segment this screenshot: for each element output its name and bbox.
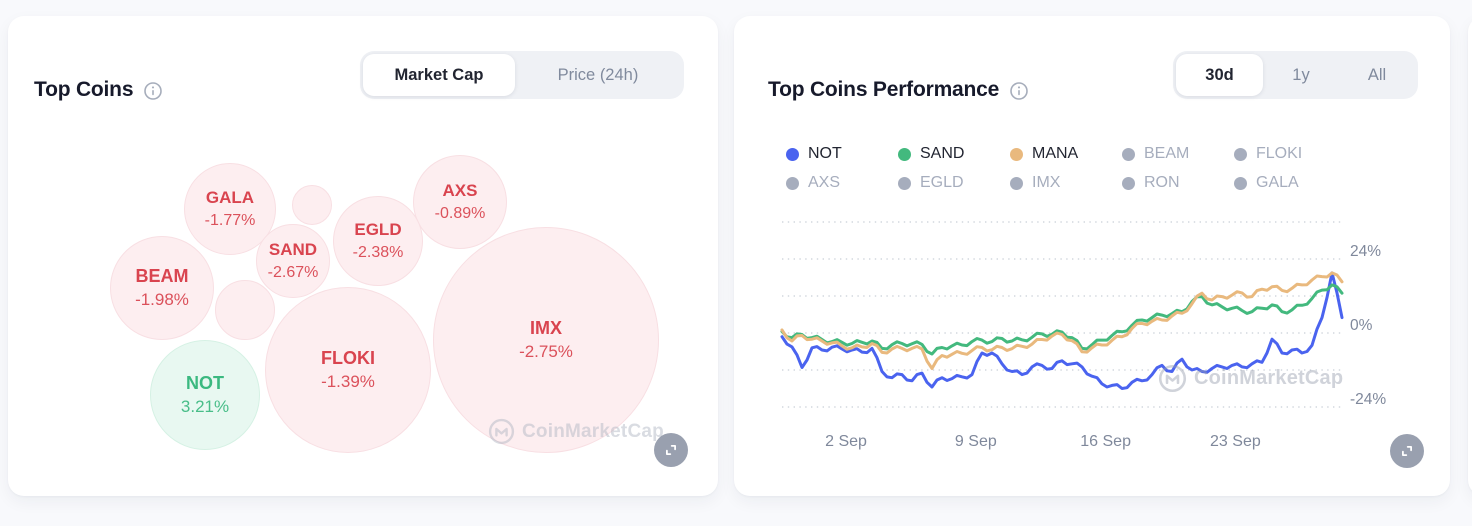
performance-header: Top Coins Performance (768, 78, 1029, 102)
legend-label: EGLD (920, 174, 964, 191)
x-tick-16-Sep: 16 Sep (1080, 433, 1131, 450)
legend-item-FLOKI[interactable]: FLOKI (1234, 143, 1346, 165)
bubble-EGLD[interactable]: EGLD -2.38% (333, 196, 423, 286)
axs-legend-dot (786, 176, 799, 190)
bubble-IMX[interactable]: IMX -2.75% (433, 227, 659, 453)
bubble-AXS[interactable]: AXS -0.89% (413, 155, 507, 249)
floki-legend-dot (1234, 147, 1247, 161)
bubble-change-pct: -2.75% (519, 341, 573, 361)
bubble-FLOKI[interactable]: FLOKI -1.39% (265, 287, 431, 453)
top-coins-performance-card: Top Coins Performance 30d 1y All NOT SAND… (734, 16, 1450, 496)
legend-item-EGLD[interactable]: EGLD (898, 172, 1010, 194)
bubble-change-pct: -1.98% (135, 289, 189, 309)
y-axis-labels: 24% 0% -24% (1350, 211, 1410, 411)
sand-legend-dot (898, 147, 911, 161)
top-coins-card: Top Coins Market Cap Price (24h) GALA -1.… (8, 16, 718, 496)
legend-item-BEAM[interactable]: BEAM (1122, 143, 1234, 165)
legend-label: MANA (1032, 145, 1079, 162)
toggle-price-24h[interactable]: Price (24h) (515, 54, 681, 96)
bubble-change-pct: -1.77% (204, 211, 256, 229)
legend-item-GALA[interactable]: GALA (1234, 172, 1346, 194)
y-tick-0%: 0% (1350, 317, 1373, 334)
legend-label: GALA (1256, 174, 1299, 191)
x-tick-23-Sep: 23 Sep (1210, 433, 1261, 450)
legend-item-SAND[interactable]: SAND (898, 143, 1010, 165)
market-cap-price-toggle: Market Cap Price (24h) (360, 51, 684, 99)
series-line-SAND (780, 283, 1344, 356)
bubble-change-pct: -1.39% (321, 371, 375, 391)
toggle-all[interactable]: All (1339, 54, 1415, 96)
bubble-symbol: AXS (442, 181, 478, 201)
ron-legend-dot (1122, 176, 1135, 190)
bubble-symbol: EGLD (354, 220, 402, 240)
gala-legend-dot (1234, 176, 1247, 190)
bubble-symbol: BEAM (135, 265, 189, 286)
top-coins-header: Top Coins (34, 78, 163, 102)
series-line-MANA (780, 271, 1344, 370)
legend-item-RON[interactable]: RON (1122, 172, 1234, 194)
legend-label: IMX (1032, 174, 1061, 191)
toggle-30d[interactable]: 30d (1176, 54, 1263, 96)
bubble-GALA[interactable]: GALA -1.77% (184, 163, 276, 255)
legend-label: NOT (808, 145, 842, 162)
bubble-change-pct: -0.89% (434, 204, 486, 222)
legend: NOT SAND MANA BEAM FLOKI AXS EGLD IMX RON GALA (786, 143, 1346, 194)
legend-item-IMX[interactable]: IMX (1010, 172, 1122, 194)
bubble-change-pct: -2.67% (267, 263, 319, 281)
not-legend-dot (786, 147, 799, 161)
legend-label: SAND (920, 145, 965, 162)
top-coins-title: Top Coins (34, 78, 134, 101)
bubble-symbol: SAND (268, 240, 318, 260)
legend-item-AXS[interactable]: AXS (786, 172, 898, 194)
info-icon[interactable] (1009, 81, 1029, 101)
bubble-symbol: FLOKI (321, 347, 375, 368)
legend-item-NOT[interactable]: NOT (786, 143, 898, 165)
toggle-1y[interactable]: 1y (1263, 54, 1339, 96)
info-icon[interactable] (143, 81, 163, 101)
y-tick--24%: -24% (1350, 391, 1387, 408)
bubble-BEAM[interactable]: BEAM -1.98% (110, 236, 214, 340)
bubble-NOT[interactable]: NOT 3.21% (150, 340, 260, 450)
y-tick-24%: 24% (1350, 243, 1382, 260)
x-tick-9-Sep: 9 Sep (954, 433, 997, 450)
expand-icon (666, 445, 677, 456)
mana-legend-dot (1010, 147, 1023, 161)
legend-label: RON (1144, 174, 1180, 191)
bubble-symbol: GALA (205, 188, 255, 208)
performance-chart-svg (780, 221, 1344, 408)
expand-chart-button[interactable] (654, 433, 688, 467)
bubble-symbol: NOT (186, 372, 224, 393)
x-tick-2-Sep: 2 Sep (825, 433, 867, 450)
performance-chart (780, 211, 1344, 411)
legend-label: FLOKI (1256, 145, 1303, 162)
bubble-change-pct: -2.38% (352, 243, 404, 261)
next-card-sliver[interactable] (1468, 16, 1472, 496)
imx-legend-dot (1010, 176, 1023, 190)
bubble-SAND[interactable]: SAND -2.67% (256, 224, 330, 298)
timeframe-toggle: 30d 1y All (1173, 51, 1418, 99)
beam-legend-dot (1122, 147, 1135, 161)
expand-icon (1402, 446, 1413, 457)
series-line-NOT (780, 271, 1344, 390)
bubble-symbol: IMX (529, 317, 562, 338)
bubble-change-pct: 3.21% (180, 396, 230, 416)
toggle-market-cap[interactable]: Market Cap (363, 54, 515, 96)
expand-chart-button[interactable] (1390, 434, 1424, 468)
bubble-unlabeled[interactable] (215, 280, 275, 340)
legend-item-MANA[interactable]: MANA (1010, 143, 1122, 165)
legend-label: AXS (808, 174, 841, 191)
egld-legend-dot (898, 176, 911, 190)
legend-label: BEAM (1144, 145, 1190, 162)
bubble-unlabeled[interactable] (292, 185, 332, 225)
performance-title: Top Coins Performance (768, 78, 1000, 101)
x-axis-labels: 2 Sep 9 Sep 16 Sep 23 Sep (782, 433, 1342, 455)
